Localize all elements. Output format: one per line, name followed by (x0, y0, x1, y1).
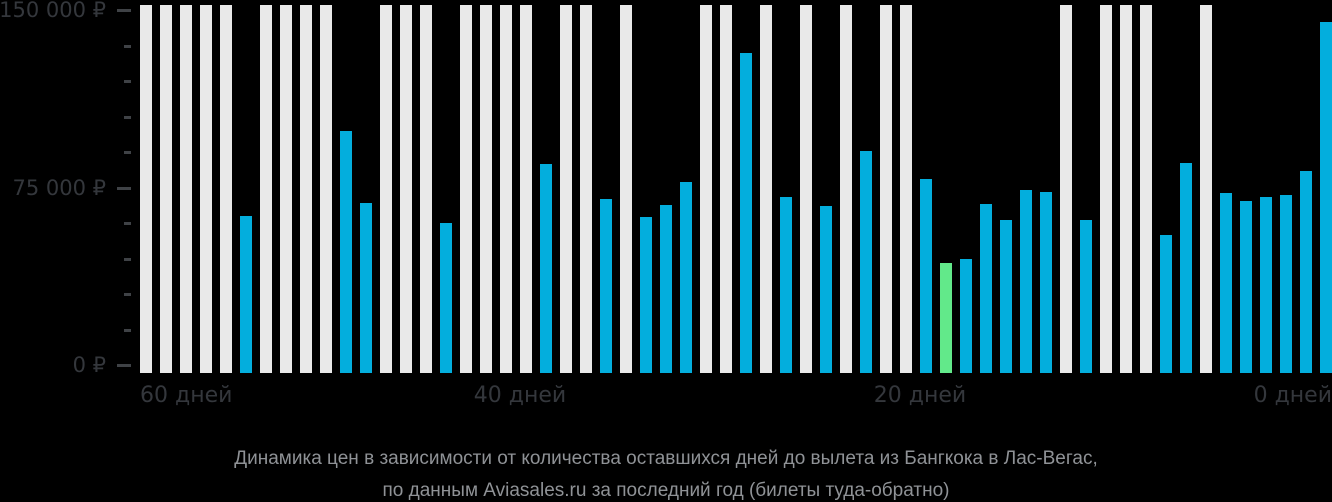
y-major-tick (117, 364, 131, 367)
price-bar[interactable] (680, 181, 692, 373)
price-bar[interactable] (1160, 234, 1172, 373)
no-data-bar (200, 5, 212, 373)
price-bar[interactable] (240, 215, 252, 373)
price-bar[interactable] (540, 163, 552, 373)
no-data-bar (140, 5, 152, 373)
price-bar[interactable] (1260, 197, 1272, 373)
no-data-bar (1120, 5, 1132, 373)
price-bar[interactable] (600, 199, 612, 373)
y-major-tick (117, 9, 131, 12)
price-bar[interactable] (820, 206, 832, 373)
no-data-bar (280, 5, 292, 373)
y-axis-label-150000: 150 000 ₽ (0, 0, 106, 22)
price-bar[interactable] (1080, 219, 1092, 373)
price-bar[interactable] (1300, 170, 1312, 373)
y-axis-label-75000: 75 000 ₽ (12, 175, 106, 200)
y-minor-tick (124, 328, 131, 332)
no-data-bar (880, 5, 892, 373)
price-bar[interactable] (1020, 189, 1032, 373)
price-bar[interactable] (980, 204, 992, 373)
price-bar[interactable] (1000, 219, 1012, 373)
no-data-bar (760, 5, 772, 373)
no-data-bar (500, 5, 512, 373)
no-data-bar (580, 5, 592, 373)
no-data-bar (480, 5, 492, 373)
x-axis-label-60: 60 дней (140, 383, 233, 408)
price-bar[interactable] (640, 217, 652, 373)
price-bar[interactable] (660, 205, 672, 373)
price-bar[interactable] (1180, 162, 1192, 373)
x-axis-label-20: 20 дней (873, 383, 967, 408)
x-axis-label-40: 40 дней (473, 383, 567, 408)
price-bar[interactable] (960, 258, 972, 373)
no-data-bar (1060, 5, 1072, 373)
no-data-bar (1200, 5, 1212, 373)
no-data-bar (320, 5, 332, 373)
no-data-bar (840, 5, 852, 373)
y-minor-tick (124, 151, 131, 154)
no-data-bar (520, 5, 532, 373)
no-data-bar (460, 5, 472, 373)
no-data-bar (260, 5, 272, 373)
no-data-bar (380, 5, 392, 373)
y-minor-tick (124, 44, 131, 48)
price-bar[interactable] (340, 130, 352, 373)
price-bar[interactable] (1320, 21, 1332, 373)
lowest-price-bar[interactable] (940, 263, 952, 373)
no-data-bar (1140, 5, 1152, 373)
no-data-bar (220, 5, 232, 373)
y-minor-tick (124, 80, 131, 83)
chart-subtitle: по данным Aviasales.ru за последний год … (382, 480, 950, 501)
price-bar[interactable] (740, 52, 752, 373)
no-data-bar (620, 5, 632, 373)
price-bar[interactable] (1040, 192, 1052, 373)
no-data-bar (420, 5, 432, 373)
price-bar[interactable] (360, 202, 372, 373)
price-bar[interactable] (1240, 200, 1252, 373)
chart-title: Динамика цен в зависимости от количества… (234, 448, 1098, 469)
no-data-bar (160, 5, 172, 373)
no-data-bar (900, 5, 912, 373)
no-data-bar (700, 5, 712, 373)
y-minor-tick (124, 115, 131, 119)
y-axis-label-0: 0 ₽ (72, 353, 106, 377)
no-data-bar (300, 5, 312, 373)
y-minor-tick (124, 222, 131, 225)
price-bar[interactable] (860, 150, 872, 373)
price-bar[interactable] (1280, 194, 1292, 373)
y-major-tick (117, 186, 131, 190)
price-bar[interactable] (440, 223, 452, 373)
price-bar[interactable] (780, 197, 792, 373)
plot-area (140, 5, 1332, 373)
price-bar[interactable] (1220, 193, 1232, 373)
x-axis-label-0: 0 дней (1253, 383, 1332, 408)
no-data-bar (180, 5, 192, 373)
no-data-bar (1100, 5, 1112, 373)
no-data-bar (560, 5, 572, 373)
y-minor-tick (124, 257, 131, 261)
no-data-bar (720, 5, 732, 373)
price-bar[interactable] (920, 179, 932, 373)
no-data-bar (400, 5, 412, 373)
y-minor-tick (124, 293, 131, 296)
no-data-bar (800, 5, 812, 373)
